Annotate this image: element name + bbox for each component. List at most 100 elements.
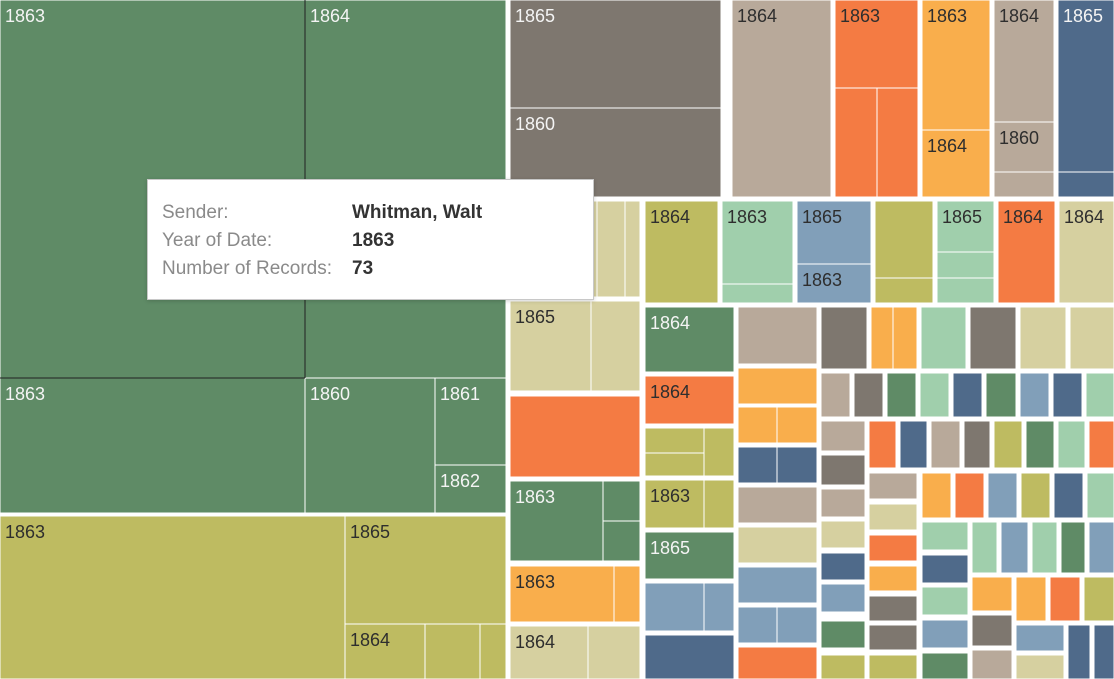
- treemap-cell[interactable]: [985, 372, 1017, 418]
- treemap-cell[interactable]: [1015, 624, 1065, 652]
- treemap-cell[interactable]: [820, 654, 866, 679]
- treemap-cell[interactable]: [820, 306, 868, 370]
- treemap-cell[interactable]: [644, 200, 719, 304]
- treemap-cell[interactable]: [509, 0, 722, 109]
- treemap-cell[interactable]: [737, 646, 818, 679]
- treemap-cell[interactable]: [1057, 0, 1114, 173]
- treemap-cell[interactable]: [796, 200, 872, 265]
- treemap-cell[interactable]: [590, 300, 641, 392]
- treemap-cell[interactable]: [509, 625, 589, 679]
- treemap-cell[interactable]: [796, 263, 872, 304]
- treemap-cell[interactable]: [644, 479, 705, 529]
- treemap-cell[interactable]: [0, 377, 306, 514]
- treemap-cell[interactable]: [737, 526, 818, 564]
- treemap-cell[interactable]: [703, 582, 735, 632]
- treemap-cell[interactable]: [920, 306, 967, 370]
- treemap-cell[interactable]: [1085, 372, 1114, 418]
- treemap-cell[interactable]: [1057, 171, 1114, 198]
- treemap-cell[interactable]: [737, 367, 818, 405]
- treemap-cell[interactable]: [1053, 472, 1084, 519]
- treemap-cell[interactable]: [731, 0, 832, 198]
- treemap-cell[interactable]: [509, 395, 641, 478]
- treemap-cell[interactable]: [596, 200, 626, 298]
- treemap-cell[interactable]: [1093, 624, 1114, 679]
- treemap-cell[interactable]: [868, 565, 918, 592]
- treemap-cell[interactable]: [919, 372, 950, 418]
- treemap-cell[interactable]: [479, 623, 507, 679]
- treemap-cell[interactable]: [434, 464, 507, 514]
- treemap-cell[interactable]: [868, 654, 918, 679]
- treemap-cell[interactable]: [971, 521, 998, 574]
- treemap-cell[interactable]: [644, 375, 735, 425]
- treemap-cell[interactable]: [921, 652, 969, 679]
- treemap-cell[interactable]: [1088, 420, 1114, 469]
- treemap-cell[interactable]: [1057, 420, 1086, 469]
- treemap-cell[interactable]: [868, 420, 897, 469]
- treemap-cell[interactable]: [1019, 306, 1067, 370]
- treemap-cell[interactable]: [868, 472, 918, 500]
- treemap-cell[interactable]: [644, 427, 705, 454]
- treemap-cell[interactable]: [1031, 521, 1058, 574]
- treemap-cell[interactable]: [644, 452, 705, 477]
- treemap-cell[interactable]: [1052, 372, 1083, 418]
- treemap-cell[interactable]: [868, 624, 918, 651]
- treemap-cell[interactable]: [971, 576, 1013, 612]
- treemap-cell[interactable]: [1020, 472, 1051, 519]
- treemap-cell[interactable]: [834, 87, 878, 198]
- treemap-cell[interactable]: [776, 446, 818, 484]
- treemap-cell[interactable]: [820, 420, 866, 452]
- treemap-cell[interactable]: [820, 520, 866, 549]
- treemap-cell[interactable]: [509, 480, 604, 562]
- treemap-cell[interactable]: [853, 372, 884, 418]
- treemap-cell[interactable]: [921, 521, 969, 551]
- treemap-cell[interactable]: [993, 420, 1023, 469]
- treemap-cell[interactable]: [870, 306, 894, 370]
- treemap-cell[interactable]: [737, 566, 818, 604]
- treemap-cell[interactable]: [1088, 521, 1114, 574]
- treemap-cell[interactable]: [703, 427, 735, 477]
- treemap-cell[interactable]: [868, 595, 918, 622]
- treemap-cell[interactable]: [921, 586, 969, 616]
- treemap-cell[interactable]: [820, 488, 866, 518]
- treemap-cell[interactable]: [874, 200, 934, 279]
- treemap-cell[interactable]: [868, 503, 918, 531]
- treemap-cell[interactable]: [969, 306, 1017, 370]
- treemap-cell[interactable]: [997, 200, 1056, 304]
- treemap-cell[interactable]: [776, 606, 818, 644]
- treemap-cell[interactable]: [952, 372, 983, 418]
- treemap-cell[interactable]: [892, 306, 918, 370]
- treemap-cell[interactable]: [820, 454, 866, 486]
- treemap-cell[interactable]: [936, 277, 995, 304]
- treemap-cell[interactable]: [921, 472, 952, 519]
- treemap-cell[interactable]: [344, 515, 507, 625]
- treemap-cell[interactable]: [993, 0, 1055, 123]
- treemap-cell[interactable]: [737, 446, 778, 484]
- treemap-cell[interactable]: [613, 565, 641, 623]
- treemap-cell[interactable]: [954, 472, 985, 519]
- treemap-cell[interactable]: [820, 552, 866, 581]
- treemap-cell[interactable]: [971, 614, 1013, 647]
- treemap-cell[interactable]: [1015, 576, 1047, 622]
- treemap-cell[interactable]: [820, 583, 866, 613]
- treemap-cell[interactable]: [868, 534, 918, 562]
- treemap-cell[interactable]: [644, 634, 735, 679]
- treemap-cell[interactable]: [737, 306, 818, 365]
- treemap-cell[interactable]: [737, 406, 778, 444]
- treemap-cell[interactable]: [1060, 521, 1086, 574]
- treemap-cell[interactable]: [834, 0, 919, 89]
- treemap-cell[interactable]: [644, 306, 735, 373]
- treemap-cell[interactable]: [1067, 624, 1091, 679]
- treemap-cell[interactable]: [930, 420, 961, 469]
- treemap-cell[interactable]: [1019, 372, 1050, 418]
- treemap-cell[interactable]: [737, 486, 818, 524]
- treemap-cell[interactable]: [434, 377, 507, 466]
- treemap-cell[interactable]: [971, 649, 1013, 679]
- treemap-cell[interactable]: [874, 277, 934, 304]
- treemap-cell[interactable]: [993, 121, 1055, 173]
- treemap-cell[interactable]: [1025, 420, 1055, 469]
- treemap-cell[interactable]: [587, 625, 641, 679]
- treemap-cell[interactable]: [424, 623, 481, 679]
- treemap-cell[interactable]: [1058, 200, 1114, 304]
- treemap-cell[interactable]: [737, 606, 778, 644]
- treemap-cell[interactable]: [602, 520, 641, 562]
